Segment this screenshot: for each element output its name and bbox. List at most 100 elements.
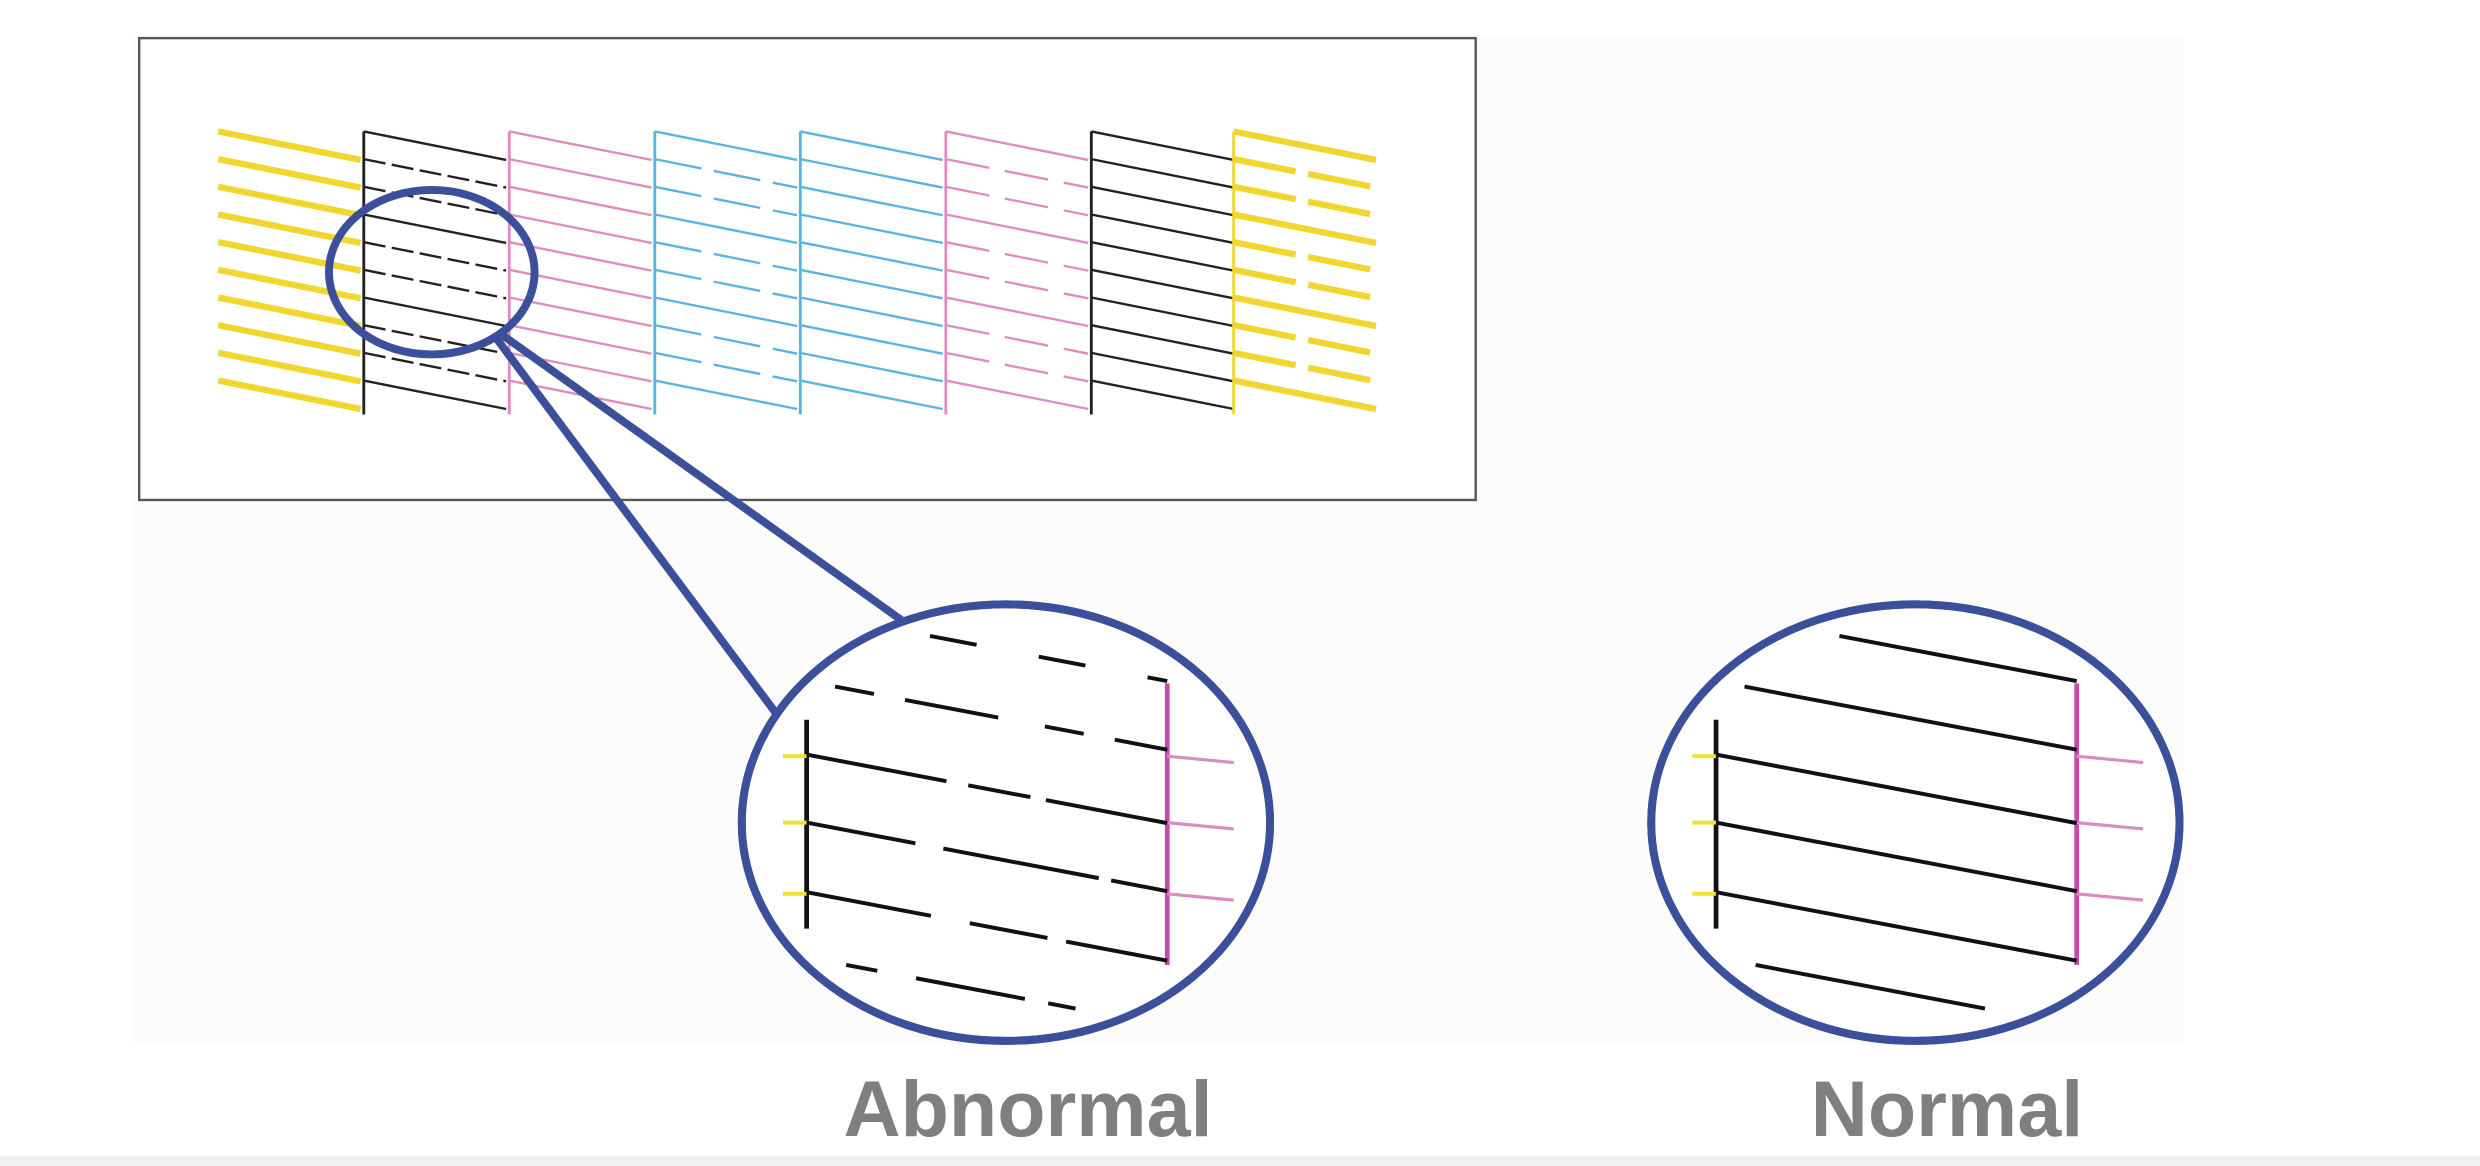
- zoom-line: [806, 890, 1168, 963]
- zoom-magenta-tick: [1167, 754, 1234, 765]
- normal-detail: [1692, 634, 2144, 1011]
- pattern-line: [800, 157, 943, 189]
- pattern-line: [217, 128, 362, 164]
- zoom-line: [845, 963, 1076, 1011]
- zoom-magenta-tick: [1167, 821, 1234, 831]
- nozzle-pattern: [217, 128, 1377, 415]
- pattern-line: [217, 322, 362, 357]
- zoom-magenta-tick: [1167, 892, 1234, 902]
- pattern-line: [217, 349, 362, 385]
- pattern-line: [1091, 240, 1234, 272]
- magnifier-small: [325, 186, 539, 359]
- pattern-line: [1233, 239, 1377, 274]
- pattern-line: [509, 213, 652, 245]
- pattern-line: [654, 351, 798, 383]
- pattern-line: [363, 130, 507, 162]
- pattern-line: [654, 324, 798, 355]
- pattern-line: [1233, 128, 1377, 164]
- normal-label: Normal: [1811, 1064, 2083, 1153]
- pattern-line: [654, 185, 798, 217]
- pattern-line: [1091, 351, 1234, 383]
- nozzle-check-sheet: [137, 36, 1477, 502]
- pattern-line: [1091, 213, 1234, 245]
- pattern-line: [654, 296, 798, 328]
- pattern-line: [1091, 157, 1234, 189]
- connector-line: [493, 336, 779, 715]
- pattern-line: [1091, 379, 1234, 411]
- pattern-line: [217, 377, 362, 413]
- pattern-line: [800, 351, 943, 383]
- pattern-line: [363, 379, 507, 411]
- pattern-line: [800, 379, 943, 411]
- pattern-line: [1091, 324, 1234, 355]
- zoom-line: [806, 820, 1168, 894]
- pattern-line: [1091, 185, 1234, 217]
- zoom-line: [1715, 890, 2078, 963]
- pattern-line: [800, 296, 943, 328]
- pattern-line: [363, 268, 507, 300]
- pattern-line: [654, 213, 798, 245]
- pattern-line: [945, 324, 1089, 355]
- pattern-line: [800, 240, 943, 272]
- pattern-line: [1091, 130, 1234, 162]
- pattern-line: [509, 296, 652, 328]
- zoom-line: [1839, 634, 2078, 684]
- pattern-line: [654, 240, 798, 272]
- magnifier-normal-rim: [1647, 600, 2184, 1045]
- pattern-line: [654, 268, 798, 300]
- pattern-line: [654, 130, 798, 162]
- bottom-strip: [0, 1156, 2480, 1166]
- pattern-line: [945, 268, 1089, 300]
- pattern-line: [363, 324, 507, 355]
- pattern-line: [217, 266, 362, 302]
- pattern-line: [1233, 294, 1377, 330]
- pattern-line: [1233, 349, 1377, 385]
- zoom-line: [806, 752, 1168, 826]
- magnifier-connector: [493, 332, 904, 715]
- pattern-line: [509, 185, 652, 217]
- pattern-line: [363, 351, 507, 383]
- pattern-line: [1091, 268, 1234, 300]
- pattern-line: [217, 156, 362, 191]
- connector-line: [500, 332, 904, 624]
- pattern-line: [217, 294, 362, 330]
- pattern-line: [363, 213, 507, 245]
- pattern-line: [800, 185, 943, 217]
- pattern-line: [217, 239, 362, 274]
- pattern-line: [1233, 322, 1377, 357]
- zoom-magenta-tick: [2076, 821, 2144, 831]
- pattern-line: [1233, 377, 1377, 413]
- pattern-line: [509, 324, 652, 355]
- pattern-line: [363, 185, 507, 217]
- zoom-magenta-tick: [2076, 892, 2144, 902]
- pattern-line: [1233, 183, 1377, 219]
- abnormal-label: Abnormal: [844, 1064, 1213, 1153]
- pattern-line: [945, 213, 1089, 245]
- pattern-line: [1233, 266, 1377, 302]
- pattern-line: [800, 268, 943, 300]
- zoom-line: [929, 634, 1168, 684]
- pattern-line: [363, 240, 507, 272]
- pattern-line: [945, 240, 1089, 272]
- pattern-line: [945, 351, 1089, 383]
- pattern-line: [1233, 156, 1377, 191]
- pattern-line: [1233, 211, 1377, 247]
- pattern-line: [1091, 296, 1234, 328]
- pattern-line: [945, 296, 1089, 328]
- zoom-magenta-tick: [2076, 754, 2144, 765]
- pattern-line: [945, 157, 1089, 189]
- zoom-line: [1755, 963, 1986, 1011]
- pattern-line: [363, 296, 507, 328]
- zoom-line: [1744, 684, 2078, 752]
- pattern-line: [945, 185, 1089, 217]
- magnifier-abnormal-rim: [737, 600, 1275, 1045]
- zoom-line: [1715, 820, 2078, 894]
- abnormal-detail: [782, 634, 1234, 1011]
- pattern-line: [509, 130, 652, 162]
- pattern-line: [217, 183, 362, 219]
- pattern-line: [800, 130, 943, 162]
- pattern-line: [654, 157, 798, 189]
- pattern-line: [945, 130, 1089, 162]
